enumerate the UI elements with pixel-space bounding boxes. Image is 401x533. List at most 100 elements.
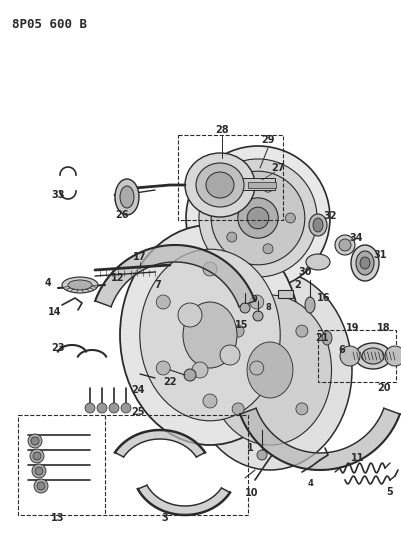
Ellipse shape [178, 303, 202, 327]
Ellipse shape [240, 303, 250, 313]
Ellipse shape [211, 171, 305, 265]
Ellipse shape [351, 245, 379, 281]
Ellipse shape [192, 362, 208, 378]
Ellipse shape [220, 345, 240, 365]
Ellipse shape [227, 232, 237, 242]
Bar [278, 290, 293, 298]
Ellipse shape [156, 361, 170, 375]
Ellipse shape [355, 343, 391, 369]
Ellipse shape [120, 186, 134, 208]
Ellipse shape [296, 403, 308, 415]
Ellipse shape [37, 482, 45, 490]
Text: 19: 19 [346, 323, 360, 333]
Bar [18, 415, 248, 515]
Polygon shape [115, 430, 205, 457]
Ellipse shape [109, 403, 119, 413]
Text: 3: 3 [162, 513, 168, 523]
Ellipse shape [183, 302, 237, 368]
Ellipse shape [30, 449, 44, 463]
Ellipse shape [115, 179, 139, 215]
Ellipse shape [247, 342, 293, 398]
Text: 14: 14 [48, 307, 62, 317]
Text: 34: 34 [349, 233, 363, 243]
Ellipse shape [206, 172, 234, 198]
Ellipse shape [186, 146, 330, 290]
Ellipse shape [203, 394, 217, 408]
Ellipse shape [253, 311, 263, 321]
Ellipse shape [232, 325, 244, 337]
Text: 1: 1 [247, 443, 253, 453]
Ellipse shape [196, 163, 244, 207]
Ellipse shape [184, 369, 196, 381]
Text: 30: 30 [298, 267, 312, 277]
Text: 23: 23 [51, 343, 65, 353]
Text: 9: 9 [252, 295, 258, 304]
Text: 24: 24 [131, 385, 145, 395]
Ellipse shape [296, 325, 308, 337]
Text: 2: 2 [295, 280, 302, 290]
Ellipse shape [185, 153, 255, 217]
Text: 29: 29 [261, 135, 275, 145]
Polygon shape [138, 485, 230, 515]
Text: 32: 32 [323, 211, 337, 221]
Ellipse shape [356, 251, 374, 275]
Text: 31: 31 [373, 250, 387, 260]
Text: 7: 7 [155, 280, 161, 290]
Text: 4: 4 [45, 278, 51, 288]
Bar [318, 330, 396, 382]
Text: 4: 4 [307, 479, 313, 488]
Polygon shape [240, 408, 400, 470]
Text: 28: 28 [215, 125, 229, 135]
Text: 15: 15 [235, 320, 249, 330]
Ellipse shape [286, 213, 296, 223]
Text: 16: 16 [317, 293, 331, 303]
Ellipse shape [232, 403, 244, 415]
Text: 20: 20 [377, 383, 391, 393]
Text: 26: 26 [115, 210, 129, 220]
Ellipse shape [33, 452, 41, 460]
Ellipse shape [313, 218, 323, 232]
Ellipse shape [203, 262, 217, 276]
Text: 22: 22 [163, 377, 177, 387]
Bar [235, 178, 275, 190]
Text: 17: 17 [133, 252, 147, 262]
Ellipse shape [247, 207, 269, 229]
Bar [248, 182, 276, 188]
Text: 21: 21 [315, 333, 329, 343]
Ellipse shape [309, 214, 327, 236]
Ellipse shape [250, 361, 264, 375]
Ellipse shape [263, 182, 273, 192]
Ellipse shape [340, 346, 360, 366]
Ellipse shape [31, 437, 39, 445]
Ellipse shape [209, 295, 332, 445]
Text: 18: 18 [377, 323, 391, 333]
Ellipse shape [156, 295, 170, 309]
Ellipse shape [322, 331, 332, 345]
Bar [178, 135, 283, 220]
Ellipse shape [360, 257, 370, 269]
Ellipse shape [85, 403, 95, 413]
Ellipse shape [362, 348, 384, 364]
Ellipse shape [305, 297, 315, 313]
Ellipse shape [97, 403, 107, 413]
Ellipse shape [121, 403, 131, 413]
Text: 6: 6 [338, 345, 345, 355]
Text: 27: 27 [271, 163, 285, 173]
Ellipse shape [35, 467, 43, 475]
Text: 12: 12 [111, 273, 125, 283]
Ellipse shape [227, 194, 237, 204]
Ellipse shape [199, 159, 317, 277]
Ellipse shape [34, 479, 48, 493]
Text: 33: 33 [51, 190, 65, 200]
Text: 13: 13 [51, 513, 65, 523]
Ellipse shape [140, 249, 280, 421]
Ellipse shape [335, 235, 355, 255]
Ellipse shape [62, 277, 98, 293]
Ellipse shape [250, 295, 264, 309]
Text: 11: 11 [351, 453, 365, 463]
Text: 25: 25 [131, 407, 145, 417]
Ellipse shape [28, 434, 42, 448]
Ellipse shape [32, 464, 46, 478]
Ellipse shape [263, 244, 273, 254]
Ellipse shape [306, 254, 330, 270]
